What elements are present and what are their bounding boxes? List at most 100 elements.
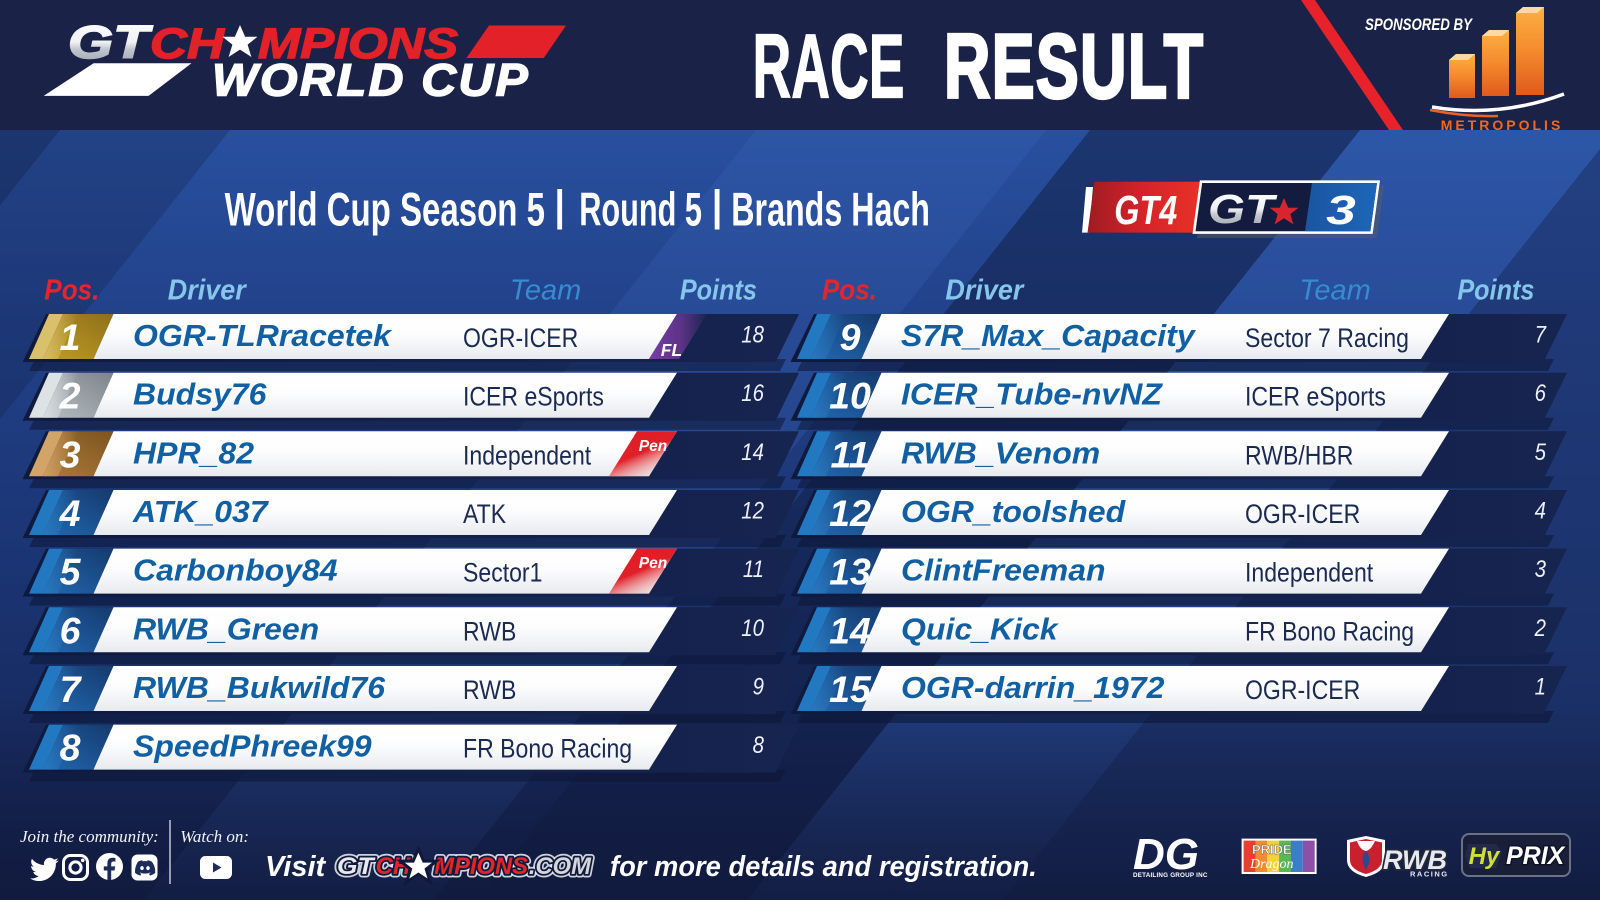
svg-text:Driver: Driver bbox=[168, 274, 248, 306]
svg-text:RWB: RWB bbox=[463, 618, 516, 647]
svg-text:8: 8 bbox=[753, 732, 765, 759]
svg-text:GT: GT bbox=[337, 853, 376, 880]
svg-text:RWB_Venom: RWB_Venom bbox=[901, 436, 1100, 470]
svg-text:Pos.: Pos. bbox=[822, 273, 877, 306]
svg-text:3: 3 bbox=[1326, 188, 1356, 234]
svg-text:SpeedPhreek99: SpeedPhreek99 bbox=[133, 729, 372, 763]
svg-text:6: 6 bbox=[1535, 380, 1547, 407]
svg-text:2: 2 bbox=[59, 375, 81, 417]
svg-text:1: 1 bbox=[60, 316, 81, 358]
svg-text:4: 4 bbox=[1535, 497, 1546, 524]
svg-text:9: 9 bbox=[840, 316, 861, 358]
svg-text:5: 5 bbox=[60, 551, 82, 593]
svg-text:Pen: Pen bbox=[639, 438, 667, 455]
svg-text:Independent: Independent bbox=[463, 442, 591, 471]
svg-text:MPIONS: MPIONS bbox=[258, 19, 458, 67]
svg-text:ICER eSports: ICER eSports bbox=[463, 383, 604, 412]
svg-text:Hy: Hy bbox=[1469, 843, 1501, 870]
svg-text:OGR-darrin_1972: OGR-darrin_1972 bbox=[901, 671, 1165, 705]
svg-text:GT: GT bbox=[1208, 187, 1278, 232]
svg-text:8: 8 bbox=[60, 727, 81, 769]
svg-text:Team: Team bbox=[1299, 275, 1370, 307]
svg-text:Sector 7 Racing: Sector 7 Racing bbox=[1245, 325, 1409, 354]
svg-text:Quic_Kick: Quic_Kick bbox=[901, 612, 1059, 646]
svg-text:OGR-ICER: OGR-ICER bbox=[1245, 501, 1360, 530]
svg-text:World Cup Season 5: World Cup Season 5 bbox=[225, 183, 545, 236]
svg-text:10: 10 bbox=[741, 614, 764, 641]
svg-text:13: 13 bbox=[829, 551, 871, 593]
svg-text:GT: GT bbox=[337, 853, 376, 880]
svg-text:for more details and registrat: for more details and registration. bbox=[610, 849, 1037, 882]
svg-text:ATK: ATK bbox=[463, 501, 507, 530]
svg-text:ICER_Tube-nvNZ: ICER_Tube-nvNZ bbox=[901, 377, 1164, 411]
svg-text:DG: DG bbox=[1133, 830, 1199, 879]
svg-text:12: 12 bbox=[741, 497, 764, 524]
svg-text:4: 4 bbox=[59, 492, 81, 534]
svg-text:7: 7 bbox=[1535, 321, 1548, 348]
svg-text:Driver: Driver bbox=[945, 274, 1025, 306]
svg-text:RWB: RWB bbox=[1383, 845, 1447, 875]
svg-text:S7R_Max_Capacity: S7R_Max_Capacity bbox=[901, 319, 1196, 353]
svg-text:5: 5 bbox=[1535, 438, 1547, 465]
svg-text:RACE: RACE bbox=[753, 15, 905, 117]
svg-text:Round 5: Round 5 bbox=[579, 184, 702, 236]
svg-text:RWB: RWB bbox=[463, 677, 516, 706]
svg-text:RWB/HBR: RWB/HBR bbox=[1245, 442, 1353, 471]
svg-text:Join the community:: Join the community: bbox=[20, 827, 159, 846]
svg-text:Dragon: Dragon bbox=[1249, 857, 1294, 872]
svg-text:11: 11 bbox=[831, 433, 870, 475]
svg-text:15: 15 bbox=[829, 668, 872, 710]
svg-text:MPIONS: MPIONS bbox=[434, 853, 528, 880]
svg-text:11: 11 bbox=[743, 556, 764, 583]
svg-text:WORLD CUP: WORLD CUP bbox=[212, 55, 530, 105]
svg-text:FR Bono Racing: FR Bono Racing bbox=[463, 735, 632, 764]
svg-text:CH: CH bbox=[150, 20, 225, 68]
svg-text:2: 2 bbox=[1534, 614, 1547, 641]
svg-text:.COM: .COM bbox=[529, 853, 592, 880]
svg-text:RWB_Green: RWB_Green bbox=[133, 612, 319, 646]
svg-text:Pos.: Pos. bbox=[44, 273, 99, 306]
svg-text:METROPOLIS: METROPOLIS bbox=[1441, 117, 1564, 133]
svg-text:18: 18 bbox=[741, 321, 764, 348]
svg-text:14: 14 bbox=[741, 438, 764, 465]
svg-text:3: 3 bbox=[1535, 556, 1547, 583]
svg-text:Team: Team bbox=[510, 275, 581, 307]
svg-text:Budsy76: Budsy76 bbox=[133, 377, 267, 411]
svg-text:1: 1 bbox=[1535, 673, 1546, 700]
svg-text:OGR-ICER: OGR-ICER bbox=[463, 325, 578, 354]
svg-text:3: 3 bbox=[60, 433, 81, 475]
svg-text:Sector1: Sector1 bbox=[463, 559, 542, 588]
svg-text:7: 7 bbox=[60, 668, 83, 710]
svg-text:ClintFreeman: ClintFreeman bbox=[901, 553, 1106, 587]
svg-text:RWB_Bukwild76: RWB_Bukwild76 bbox=[133, 671, 386, 705]
svg-text:GT: GT bbox=[68, 18, 153, 69]
svg-text:PRIDE: PRIDE bbox=[1252, 842, 1292, 857]
svg-text:.COM: .COM bbox=[529, 853, 592, 880]
svg-text:Points: Points bbox=[1457, 273, 1534, 306]
svg-text:12: 12 bbox=[829, 492, 871, 534]
svg-text:10: 10 bbox=[829, 375, 871, 417]
svg-text:9: 9 bbox=[753, 673, 764, 700]
svg-text:MPIONS: MPIONS bbox=[434, 853, 528, 880]
svg-text:Visit: Visit bbox=[265, 851, 327, 883]
svg-text:6: 6 bbox=[60, 609, 82, 651]
svg-text:RESULT: RESULT bbox=[944, 15, 1204, 117]
svg-text:FR Bono Racing: FR Bono Racing bbox=[1245, 618, 1414, 647]
svg-text:Independent: Independent bbox=[1245, 559, 1373, 588]
svg-text:OGR-ICER: OGR-ICER bbox=[1245, 677, 1360, 706]
svg-text:DETAILING GROUP INC: DETAILING GROUP INC bbox=[1133, 872, 1208, 879]
svg-text:OGR_toolshed: OGR_toolshed bbox=[901, 495, 1126, 529]
svg-text:14: 14 bbox=[829, 609, 871, 651]
svg-text:Watch on:: Watch on: bbox=[180, 827, 249, 846]
svg-text:FL: FL bbox=[661, 340, 682, 360]
svg-text:Points: Points bbox=[680, 273, 757, 306]
svg-text:GT4: GT4 bbox=[1114, 187, 1177, 232]
svg-text:OGR-TLRracetek: OGR-TLRracetek bbox=[133, 319, 393, 353]
svg-text:HPR_82: HPR_82 bbox=[133, 436, 255, 470]
svg-text:Brands Hach: Brands Hach bbox=[731, 184, 930, 236]
svg-text:Pen: Pen bbox=[639, 555, 667, 572]
svg-text:ATK_037: ATK_037 bbox=[132, 495, 269, 529]
svg-text:Carbonboy84: Carbonboy84 bbox=[133, 553, 338, 587]
svg-text:PRIX: PRIX bbox=[1506, 842, 1566, 870]
svg-text:SPONSORED BY: SPONSORED BY bbox=[1365, 16, 1474, 35]
